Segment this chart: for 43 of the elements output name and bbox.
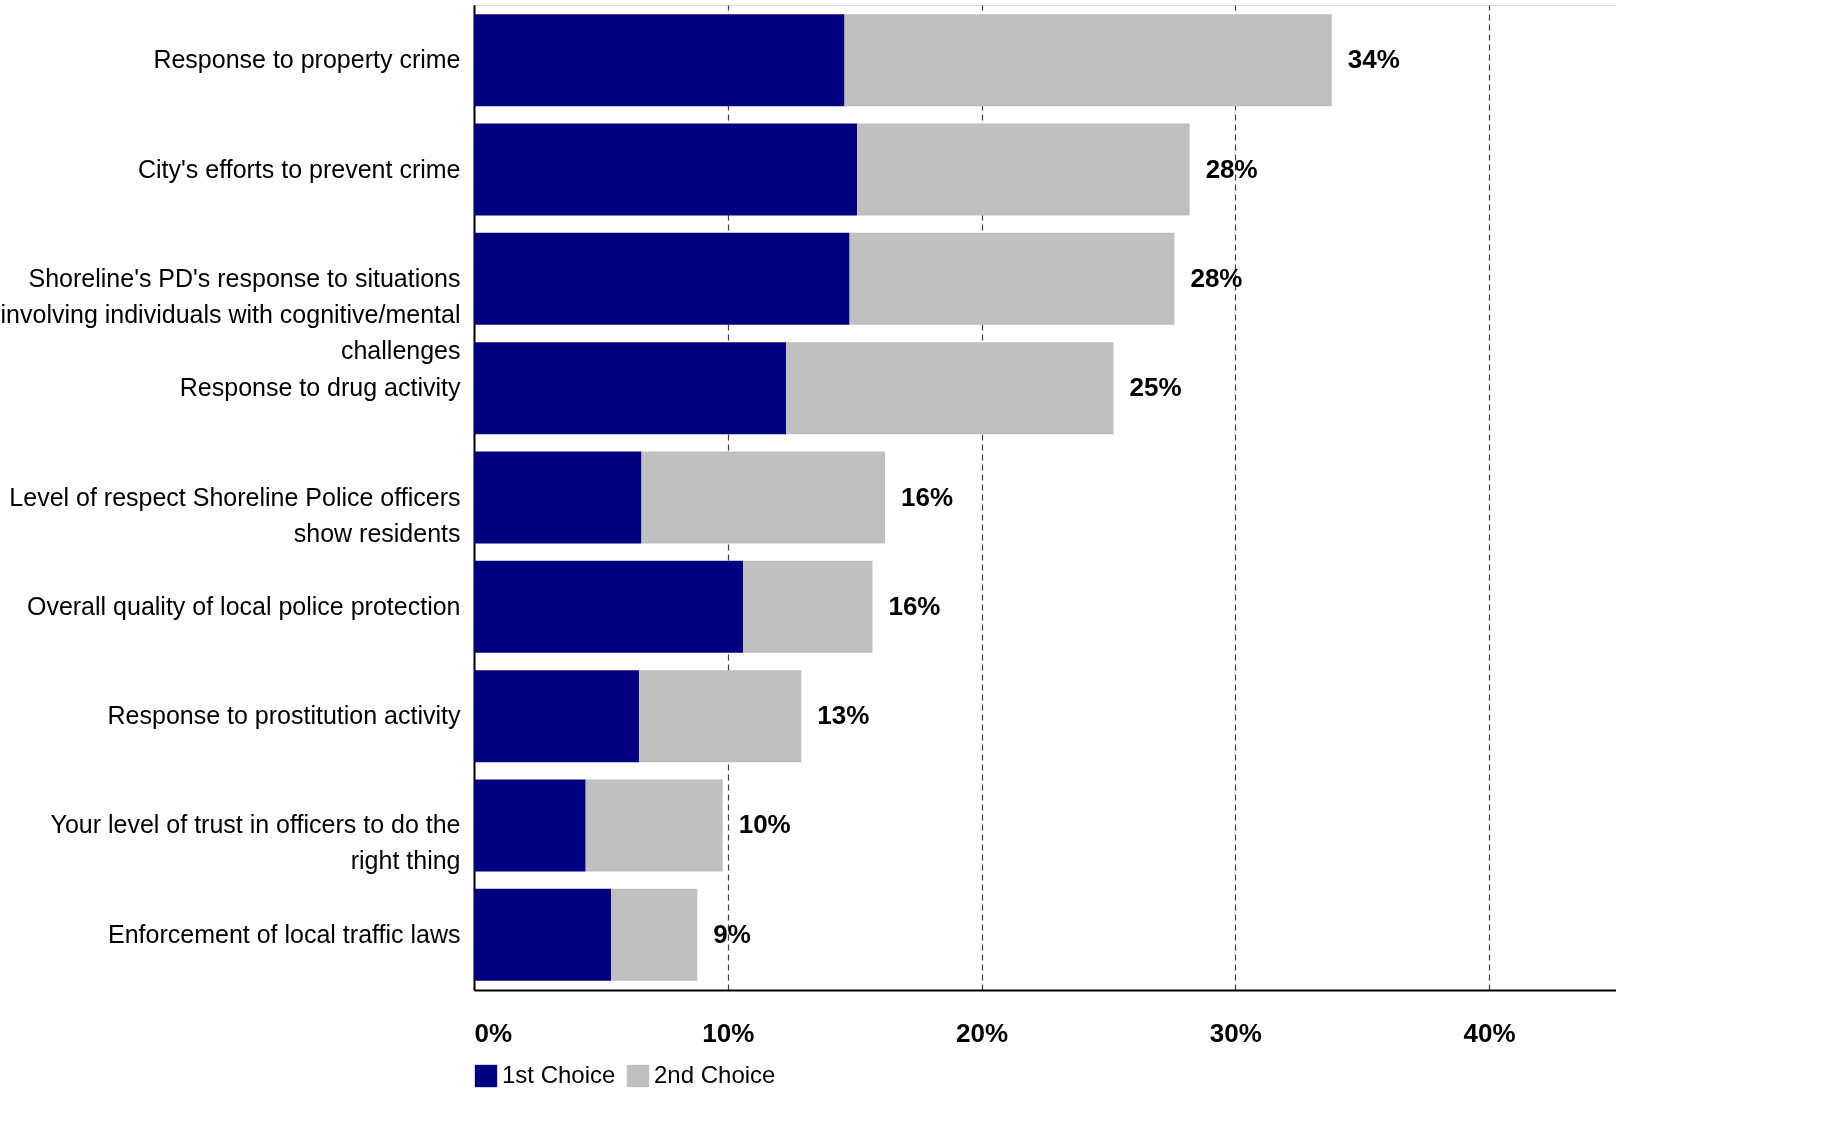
bar: [638, 670, 802, 763]
bar: [844, 14, 1332, 107]
total-label: 10%: [738, 809, 791, 840]
bar: [743, 560, 873, 653]
y-tick-label: Shoreline's PD's response to situations involving individuals with cognitive/mental challenges: [0, 263, 461, 364]
total-label: 34%: [1347, 44, 1400, 75]
bar: [474, 123, 858, 216]
y-tick-label: Response to property crime: [153, 45, 461, 74]
y-tick-label: Level of respect Shoreline Police officers show residents: [9, 482, 461, 547]
x-tick-label: 10%: [702, 1017, 755, 1048]
y-tick-label: Response to prostitution activity: [107, 701, 461, 730]
bar: [611, 888, 698, 981]
y-tick-label: Your level of trust in officers to do the right thing: [50, 810, 461, 875]
bar: [857, 123, 1190, 216]
total-label: 28%: [1205, 153, 1258, 184]
y-tick-label: City's efforts to prevent crime: [138, 154, 461, 183]
legend-label: 2nd Choice: [654, 1061, 776, 1088]
bar: [786, 342, 1114, 435]
bar: [474, 560, 743, 653]
y-tick-label: Overall quality of local police protection: [26, 591, 461, 620]
y-tick-label: Response to drug activity: [179, 373, 461, 402]
bar: [474, 670, 639, 763]
total-label: 16%: [901, 481, 954, 512]
x-tick-label: 20%: [956, 1017, 1009, 1048]
bar: [474, 342, 787, 435]
bar: [474, 232, 850, 325]
total-label: 9%: [713, 918, 751, 949]
bar: [474, 888, 612, 981]
legend-label: 1st Choice: [502, 1061, 616, 1088]
total-label: 13%: [817, 700, 870, 731]
bar: [474, 779, 586, 872]
total-label: 25%: [1129, 372, 1182, 403]
bar: [641, 451, 886, 544]
x-tick-label: 40%: [1463, 1017, 1516, 1048]
y-tick-label: Enforcement of local traffic laws: [108, 919, 461, 948]
x-tick-label: 0%: [474, 1017, 513, 1048]
bar: [474, 14, 845, 107]
total-label: 28%: [1190, 262, 1243, 293]
bar: [585, 779, 723, 872]
bar: [474, 451, 642, 544]
bar: [849, 232, 1175, 325]
x-tick-label: 30%: [1209, 1017, 1262, 1048]
total-label: 16%: [888, 590, 941, 621]
